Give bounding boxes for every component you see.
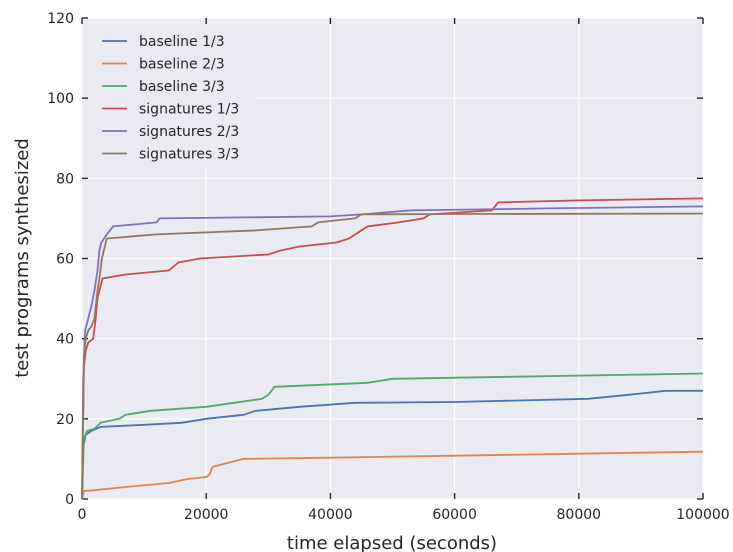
y-tick-label: 20 [56,412,74,428]
x-tick-label: 100000 [676,507,729,523]
y-tick-label: 60 [56,252,74,268]
legend-entry: signatures 2/3 [139,124,239,140]
legend-entry: baseline 3/3 [139,79,225,95]
legend-entry: baseline 1/3 [139,34,225,50]
series-line [81,389,703,500]
legend-entry: baseline 2/3 [139,57,225,73]
series-lines [81,197,704,500]
y-tick-label: 120 [47,11,74,27]
x-tick-label: 60000 [432,507,477,523]
y-tick-label: 80 [56,171,74,187]
x-tick-label: 0 [78,507,87,523]
y-tick-label: 40 [56,332,74,348]
series-line [81,212,704,500]
x-tick-label: 20000 [184,507,229,523]
y-axis-label: test programs synthesized [12,138,33,378]
x-tick-label: 80000 [557,507,602,523]
legend: baseline 1/3 baseline 2/3 baseline 3/3 sign… [89,25,256,168]
y-tick-label: 0 [65,492,74,508]
series-line [81,372,704,500]
x-axis-label: time elapsed (seconds) [287,533,497,552]
x-tick-label: 40000 [308,507,353,523]
legend-box [89,25,256,168]
y-tick-label: 100 [47,91,74,107]
legend-entry: signatures 1/3 [139,102,239,118]
legend-entry: signatures 3/3 [139,147,239,163]
axis-ticks: 0 20000 40000 60000 80000 100000 0 20 40 60 80 100 1… [47,11,729,523]
series-line [81,197,704,500]
series-line [81,450,704,500]
